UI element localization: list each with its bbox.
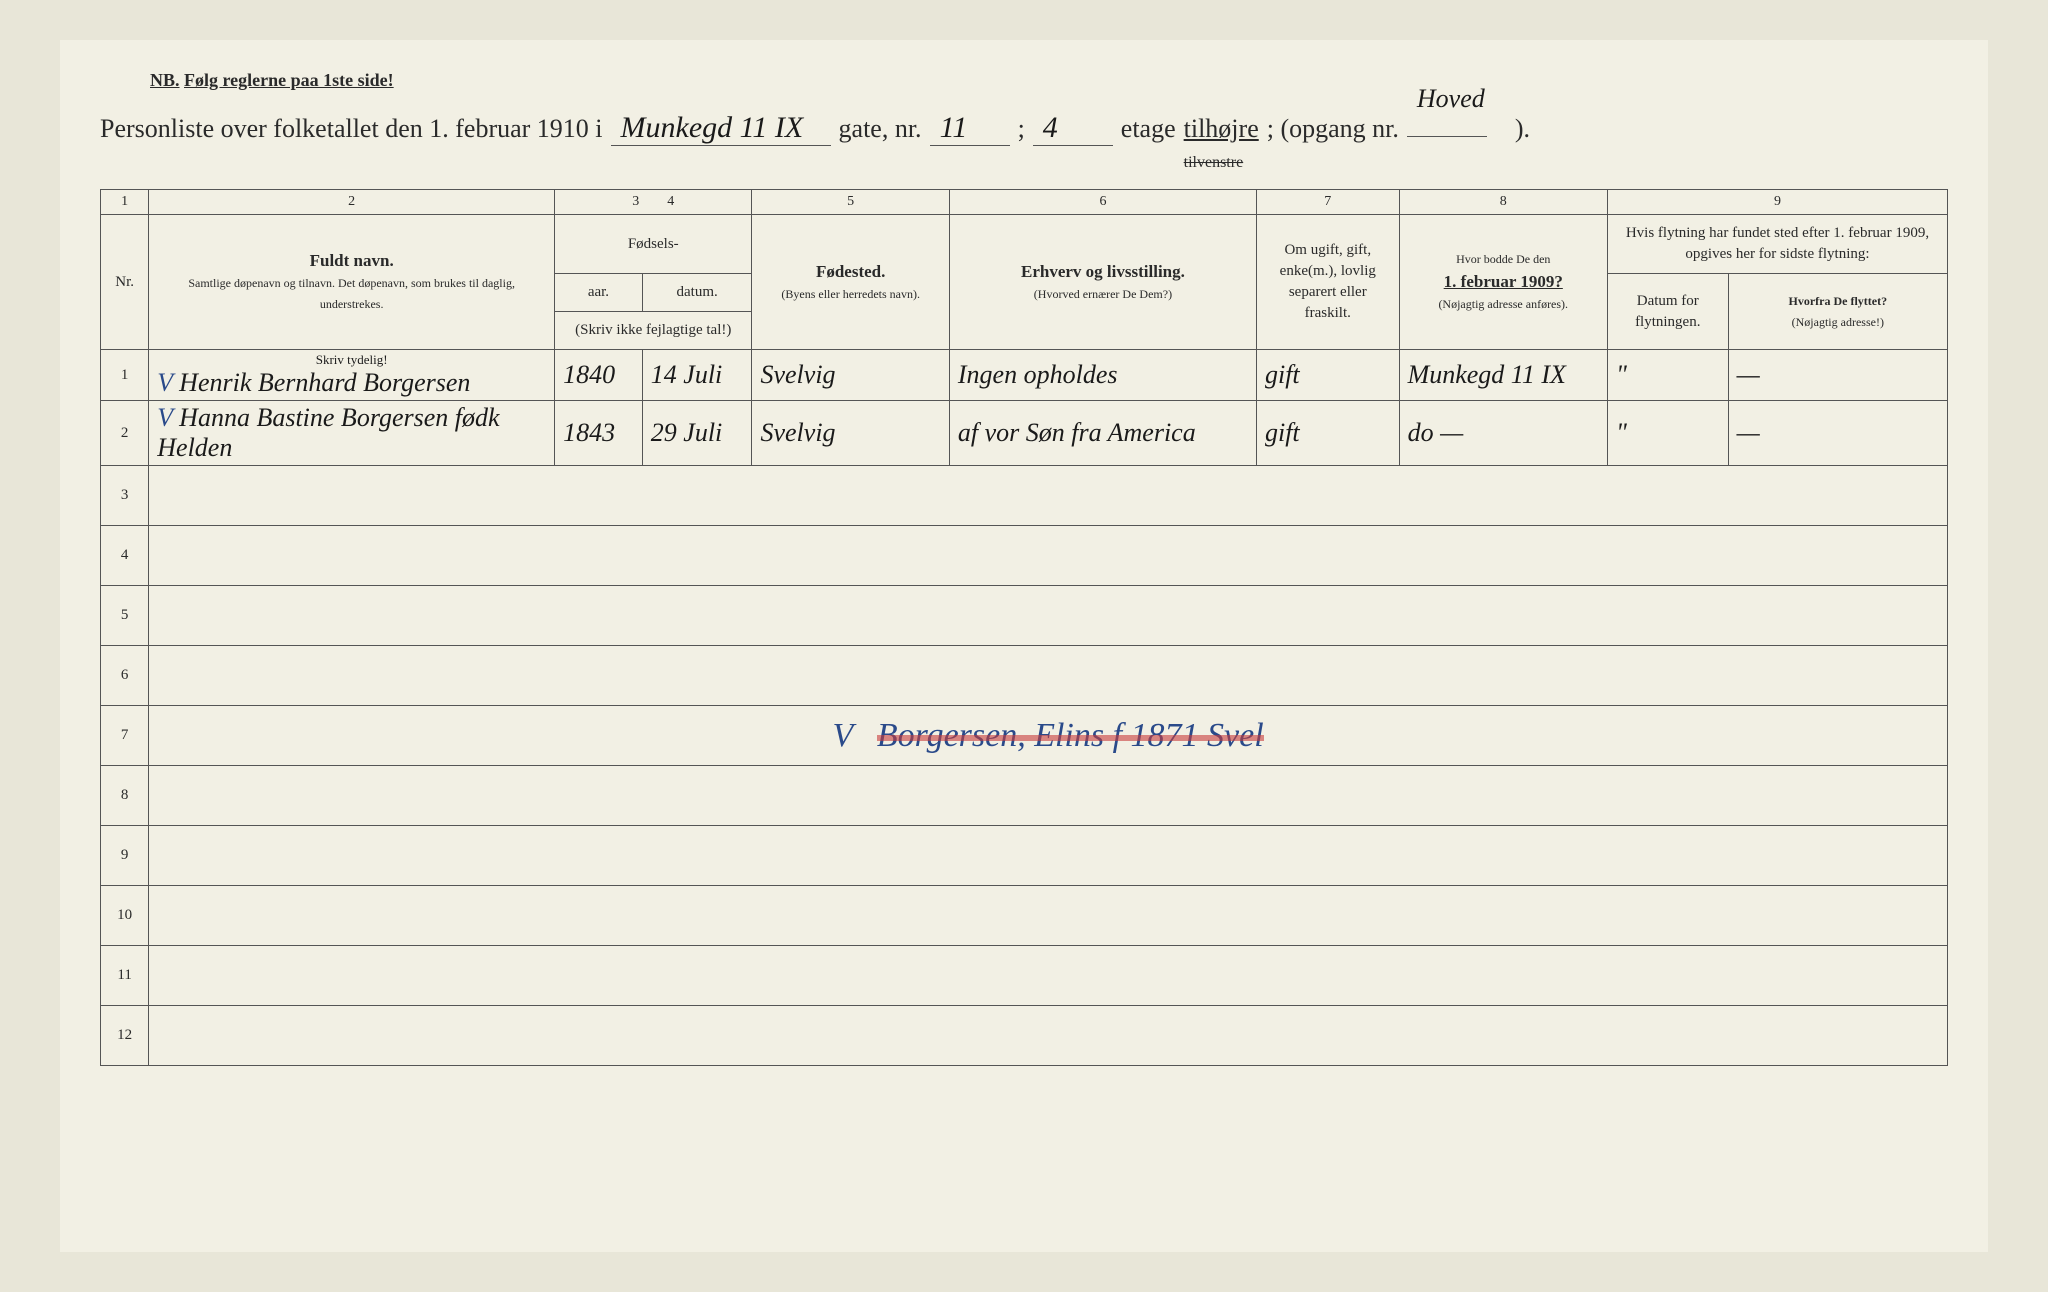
title-t5: ; (opgang nr. <box>1267 114 1399 144</box>
colnum-9: 9 <box>1607 190 1947 215</box>
table-row: 4 <box>101 526 1948 586</box>
hdr-aar: aar. <box>555 274 643 312</box>
cell-status: gift <box>1256 350 1399 401</box>
nb-text: Følg reglerne paa 1ste side! <box>184 70 394 90</box>
table-row: 5 <box>101 586 1948 646</box>
etage-field: 4 <box>1033 111 1113 146</box>
opgang-above: Hoved <box>1407 84 1495 114</box>
hdr-fodested: Fødested. (Byens eller herredets navn). <box>752 215 949 350</box>
struck-entry-cell: V Borgersen, Elins f 1871 Svel <box>149 706 1948 766</box>
cell-aar: 1843 <box>555 401 643 466</box>
title-t6: ). <box>1515 114 1530 144</box>
table-body: 1 Skriv tydelig! V Henrik Bernhard Borge… <box>101 350 1948 1066</box>
nb-prefix: NB. <box>150 70 180 90</box>
hdr-bodde: Hvor bodde De den 1. februar 1909? (Nøja… <box>1399 215 1607 350</box>
table-row: 11 <box>101 946 1948 1006</box>
title-line: Personliste over folketallet den 1. febr… <box>100 111 1948 174</box>
table-row: 9 <box>101 826 1948 886</box>
nb-instruction: NB. Følg reglerne paa 1ste side! <box>100 70 1948 91</box>
nr-field: 11 <box>930 111 1010 146</box>
hdr-datum: datum. <box>642 274 752 312</box>
cell-flyt-dat: " <box>1607 350 1728 401</box>
table-row: 8 <box>101 766 1948 826</box>
cell-fodested: Svelvig <box>752 401 949 466</box>
struck-text: Borgersen, Elins f 1871 Svel <box>877 717 1264 755</box>
cell-status: gift <box>1256 401 1399 466</box>
cell-datum: 14 Juli <box>642 350 752 401</box>
opgang-field <box>1407 136 1487 137</box>
cell-datum: 29 Juli <box>642 401 752 466</box>
cell-erhverv: Ingen opholdes <box>949 350 1256 401</box>
tilvenstre: tilvenstre <box>1184 154 1244 171</box>
table-row: 7 V Borgersen, Elins f 1871 Svel <box>101 706 1948 766</box>
table-row: 6 <box>101 646 1948 706</box>
census-table: 1 2 3 4 5 6 7 8 9 Nr. Fuldt navn. Samtli… <box>100 189 1948 1066</box>
cell-flyt-dat: " <box>1607 401 1728 466</box>
census-form-page: NB. Følg reglerne paa 1ste side! Personl… <box>60 40 1988 1252</box>
hdr-skriv-ikke: (Skriv ikke fejlagtige tal!) <box>555 312 752 350</box>
hdr-fodsels: Fødsels- <box>555 215 752 274</box>
title-t3: ; <box>1018 114 1025 144</box>
cell-bodde: do — <box>1399 401 1607 466</box>
title-t1: Personliste over folketallet den 1. febr… <box>100 114 603 144</box>
colnum-8: 8 <box>1399 190 1607 215</box>
table-row: 2 V Hanna Bastine Borgersen fødk Helden … <box>101 401 1948 466</box>
colnum-3-4: 3 4 <box>555 190 752 215</box>
cell-bodde: Munkegd 11 IX <box>1399 350 1607 401</box>
table-row: 10 <box>101 886 1948 946</box>
cell-fodested: Svelvig <box>752 350 949 401</box>
hdr-navn: Fuldt navn. Samtlige døpenavn og tilnavn… <box>149 215 555 350</box>
cell-aar: 1840 <box>555 350 643 401</box>
colnum-7: 7 <box>1256 190 1399 215</box>
row-nr: 2 <box>101 401 149 466</box>
cell-navn: V Hanna Bastine Borgersen fødk Helden <box>149 401 555 466</box>
cell-flyt-fra: — <box>1728 350 1947 401</box>
colnum-2: 2 <box>149 190 555 215</box>
table-row: 3 <box>101 466 1948 526</box>
colnum-6: 6 <box>949 190 1256 215</box>
hdr-flytning: Hvis flytning har fundet sted efter 1. f… <box>1607 215 1947 274</box>
hdr-flyt-dat: Datum for flytningen. <box>1607 274 1728 350</box>
hdr-status: Om ugift, gift, enke(m.), lovlig separer… <box>1256 215 1399 350</box>
cell-erhverv: af vor Søn fra America <box>949 401 1256 466</box>
title-t2: gate, nr. <box>839 114 922 144</box>
cell-navn: Skriv tydelig! V Henrik Bernhard Borgers… <box>149 350 555 401</box>
tilhojre: tilhøjre <box>1184 114 1259 143</box>
hdr-flyt-fra: Hvorfra De flyttet? (Nøjagtig adresse!) <box>1728 274 1947 350</box>
street-field: Munkegd 11 IX <box>611 111 831 146</box>
table-row: 1 Skriv tydelig! V Henrik Bernhard Borge… <box>101 350 1948 401</box>
cell-flyt-fra: — <box>1728 401 1947 466</box>
check-mark: V <box>833 717 854 754</box>
colnum-1: 1 <box>101 190 149 215</box>
table-row: 12 <box>101 1006 1948 1066</box>
hdr-nr: Nr. <box>101 215 149 350</box>
title-t4: etage <box>1121 114 1176 144</box>
colnum-5: 5 <box>752 190 949 215</box>
hdr-erhverv: Erhverv og livsstilling. (Hvorved ernære… <box>949 215 1256 350</box>
row-nr: 1 <box>101 350 149 401</box>
